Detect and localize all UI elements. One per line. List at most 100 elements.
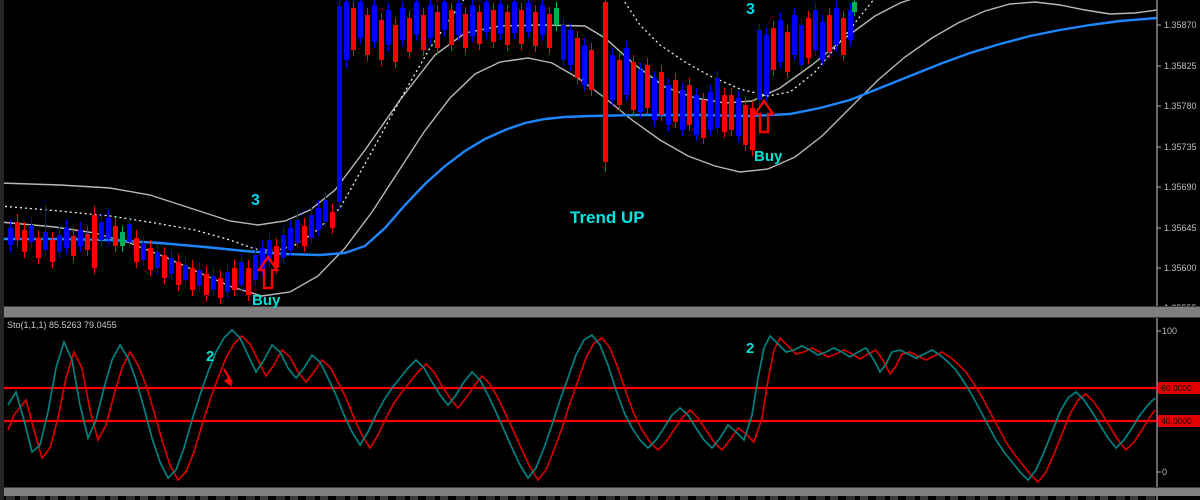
candle-body — [218, 278, 223, 298]
candle-body — [246, 268, 251, 295]
candle-body — [547, 14, 552, 48]
candle-body — [470, 5, 475, 36]
candle-body — [50, 240, 55, 262]
candle-body — [351, 8, 356, 50]
candle-body — [288, 228, 293, 250]
stoch-level-label-box — [1158, 382, 1200, 394]
buy-label-second: Buy — [754, 148, 783, 165]
stoch-level-label: 60.0000 — [1161, 383, 1192, 393]
candle-body — [330, 212, 335, 228]
candle-body — [127, 224, 132, 242]
candle-body — [442, 2, 447, 30]
candle-body — [281, 235, 286, 258]
candle-body — [778, 20, 783, 62]
candle-body — [701, 100, 706, 138]
candle-body — [379, 20, 384, 60]
candle-body — [813, 10, 818, 50]
candle-body — [372, 5, 377, 42]
candle-body — [393, 25, 398, 62]
candle-body — [400, 8, 405, 40]
candle-body — [309, 215, 314, 238]
candle-body — [295, 220, 300, 243]
candle-body — [22, 230, 27, 252]
candle-body — [561, 25, 566, 60]
candle-body — [477, 12, 482, 44]
candle-body — [239, 262, 244, 285]
candle-body — [715, 78, 720, 128]
candle-body — [526, 3, 531, 32]
stoch-level-label-box — [1158, 415, 1200, 427]
price-axis-label: 1.35825 — [1164, 61, 1197, 71]
candle-body — [659, 72, 664, 115]
candle-body — [568, 30, 573, 65]
candle-body — [183, 265, 188, 280]
candle-body — [750, 108, 755, 150]
candle-body — [8, 228, 13, 245]
candle-body — [631, 62, 636, 110]
signal-3-label-first: 3 — [251, 192, 260, 209]
candle-body — [344, 2, 349, 60]
candle-body — [463, 14, 468, 48]
candle-body — [589, 50, 594, 90]
price-axis-label: 1.35600 — [1164, 263, 1197, 273]
candle-body — [687, 85, 692, 125]
bottom-separator-bar — [0, 488, 1200, 496]
candle-body — [666, 85, 671, 125]
candle-body — [743, 105, 748, 145]
candle-body — [253, 255, 258, 280]
candle-body — [617, 60, 622, 105]
price-axis-label: 1.35690 — [1164, 182, 1197, 192]
candle-body — [85, 234, 90, 250]
candle-body — [225, 272, 230, 292]
candle-body — [533, 12, 538, 46]
candle-body — [197, 270, 202, 286]
candle-body — [134, 238, 139, 262]
time-axis-strip — [6, 496, 1156, 500]
candle-body — [323, 200, 328, 222]
candle-body — [92, 215, 97, 268]
candle-body — [386, 10, 391, 45]
price-axis-label: 1.35645 — [1164, 223, 1197, 233]
candle-body — [694, 95, 699, 135]
candle-body — [498, 4, 503, 34]
candle-body — [141, 244, 146, 260]
window-left-edge — [0, 0, 4, 500]
price-axis-label: 1.35780 — [1164, 101, 1197, 111]
candle-body — [806, 18, 811, 58]
candle-body — [456, 3, 461, 35]
candle-body — [449, 10, 454, 45]
price-axis-label: 1.35735 — [1164, 142, 1197, 152]
candle-body — [708, 92, 713, 130]
sub-axis-min-label: 0 — [1162, 467, 1168, 477]
candle-body — [204, 274, 209, 295]
stochastic-subwindow: 60.0000 40.0000 — [0, 328, 1200, 484]
candle-body — [113, 226, 118, 246]
candle-body — [15, 222, 20, 240]
candle-body — [211, 276, 216, 290]
price-axis-label: 1.35870 — [1164, 20, 1197, 30]
candle-body — [316, 208, 321, 230]
candle-body — [638, 70, 643, 112]
candle-body — [120, 232, 125, 246]
candle-body — [421, 15, 426, 50]
candle-body — [582, 45, 587, 85]
candle-body — [820, 22, 825, 60]
candle-body — [176, 262, 181, 285]
candle-body — [841, 18, 846, 55]
candle-body — [764, 35, 769, 95]
candle-body — [190, 268, 195, 290]
candle-body — [106, 218, 111, 238]
candle-body — [365, 15, 370, 55]
candle-body — [232, 268, 237, 290]
sub-axis-max-label: 100 — [1162, 326, 1178, 336]
candle-body — [274, 246, 279, 268]
buy-arrow-markers — [256, 98, 776, 290]
candle-body — [834, 8, 839, 45]
buy-label-first: Buy — [252, 292, 281, 309]
signal-2-label-first: 2 — [206, 348, 215, 365]
candle-body — [36, 238, 41, 258]
candle-body — [512, 2, 517, 33]
candle-body — [771, 28, 776, 70]
